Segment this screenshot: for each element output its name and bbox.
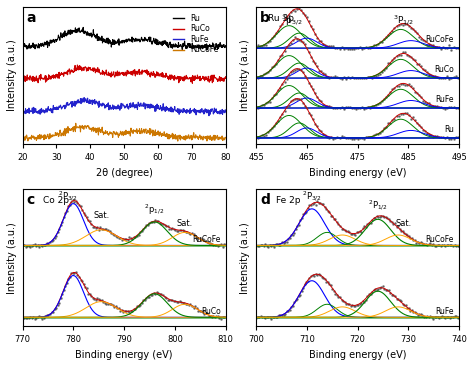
Text: a: a: [27, 11, 36, 25]
Ru: [173, 45, 179, 49]
Text: Co 2p: Co 2p: [43, 196, 69, 205]
RuCoFe: [19, 132, 25, 137]
Y-axis label: Intensity (a.u.): Intensity (a.u.): [7, 40, 17, 112]
Line: Ru: Ru: [22, 28, 226, 50]
X-axis label: 2θ (degree): 2θ (degree): [96, 168, 153, 178]
Text: Ru: Ru: [444, 125, 454, 134]
Text: Sat.: Sat.: [177, 219, 193, 228]
X-axis label: Binding energy (eV): Binding energy (eV): [75, 350, 173, 360]
RuCoFe: [175, 139, 181, 143]
Y-axis label: Intensity (a.u.): Intensity (a.u.): [240, 40, 250, 112]
RuFe: [155, 103, 161, 108]
RuCo: [19, 75, 25, 80]
Ru: [55, 33, 61, 37]
Text: RuCoFe: RuCoFe: [192, 235, 220, 244]
Line: RuFe: RuFe: [22, 98, 226, 116]
Text: Ru 3p: Ru 3p: [268, 14, 294, 23]
RuCo: [223, 75, 228, 79]
RuCoFe: [140, 131, 146, 135]
RuFe: [55, 106, 61, 110]
Text: $^2$P$_{3/2}$: $^2$P$_{3/2}$: [58, 189, 78, 204]
Text: b: b: [260, 11, 270, 25]
Ru: [155, 41, 161, 46]
Y-axis label: Intensity (a.u.): Intensity (a.u.): [240, 222, 250, 294]
RuCoFe: [173, 137, 179, 141]
RuFe: [173, 108, 179, 113]
RuFe: [140, 103, 146, 108]
Text: RuCoFe: RuCoFe: [426, 235, 454, 244]
Ru: [140, 37, 146, 42]
RuFe: [72, 101, 78, 105]
Text: RuCo: RuCo: [434, 65, 454, 74]
Legend: Ru, RuCo, RuFe, RuCoFe: Ru, RuCo, RuFe, RuCoFe: [170, 11, 222, 58]
Text: $^2$P$_{3/2}$: $^2$P$_{3/2}$: [302, 189, 322, 204]
X-axis label: Binding energy (eV): Binding energy (eV): [309, 350, 406, 360]
RuCoFe: [223, 135, 228, 140]
RuFe: [19, 109, 25, 113]
RuCo: [74, 63, 80, 67]
RuCo: [173, 75, 179, 79]
RuCo: [55, 75, 61, 80]
Text: d: d: [260, 193, 270, 207]
RuCo: [155, 71, 161, 76]
Line: RuCo: RuCo: [22, 65, 226, 83]
RuCo: [190, 81, 195, 86]
Line: RuCoFe: RuCoFe: [22, 123, 226, 141]
Ru: [204, 48, 210, 52]
RuFe: [82, 95, 87, 100]
RuCoFe: [155, 132, 161, 136]
Ru: [72, 28, 78, 33]
RuFe: [112, 106, 118, 110]
Text: c: c: [27, 193, 35, 207]
RuFe: [206, 113, 212, 118]
RuCo: [140, 70, 146, 75]
RuCoFe: [73, 121, 79, 126]
Text: Sat.: Sat.: [395, 219, 411, 228]
Text: Fe 2p: Fe 2p: [276, 196, 301, 205]
Text: RuCo: RuCo: [201, 307, 220, 316]
Text: RuFe: RuFe: [436, 95, 454, 104]
Ru: [223, 43, 228, 48]
Text: $^3$P$_{1/2}$: $^3$P$_{1/2}$: [392, 14, 414, 28]
RuCoFe: [72, 127, 78, 132]
Ru: [19, 43, 25, 48]
RuCoFe: [112, 131, 118, 136]
RuCo: [112, 75, 118, 79]
RuCo: [72, 69, 78, 73]
Text: Sat.: Sat.: [93, 211, 109, 220]
Text: $^3$p$_{3/2}$: $^3$p$_{3/2}$: [281, 14, 302, 28]
Text: $^2$P$_{1/2}$: $^2$P$_{1/2}$: [368, 199, 388, 213]
Ru: [81, 25, 86, 30]
Ru: [112, 38, 118, 43]
Text: RuFe: RuFe: [436, 307, 454, 316]
X-axis label: Binding energy (eV): Binding energy (eV): [309, 168, 406, 178]
Text: RuCoFe: RuCoFe: [426, 35, 454, 44]
RuCoFe: [55, 134, 61, 139]
Text: $^2$p$_{1/2}$: $^2$p$_{1/2}$: [145, 203, 164, 217]
RuFe: [223, 109, 228, 114]
Y-axis label: Intensity (a.u.): Intensity (a.u.): [7, 222, 17, 294]
